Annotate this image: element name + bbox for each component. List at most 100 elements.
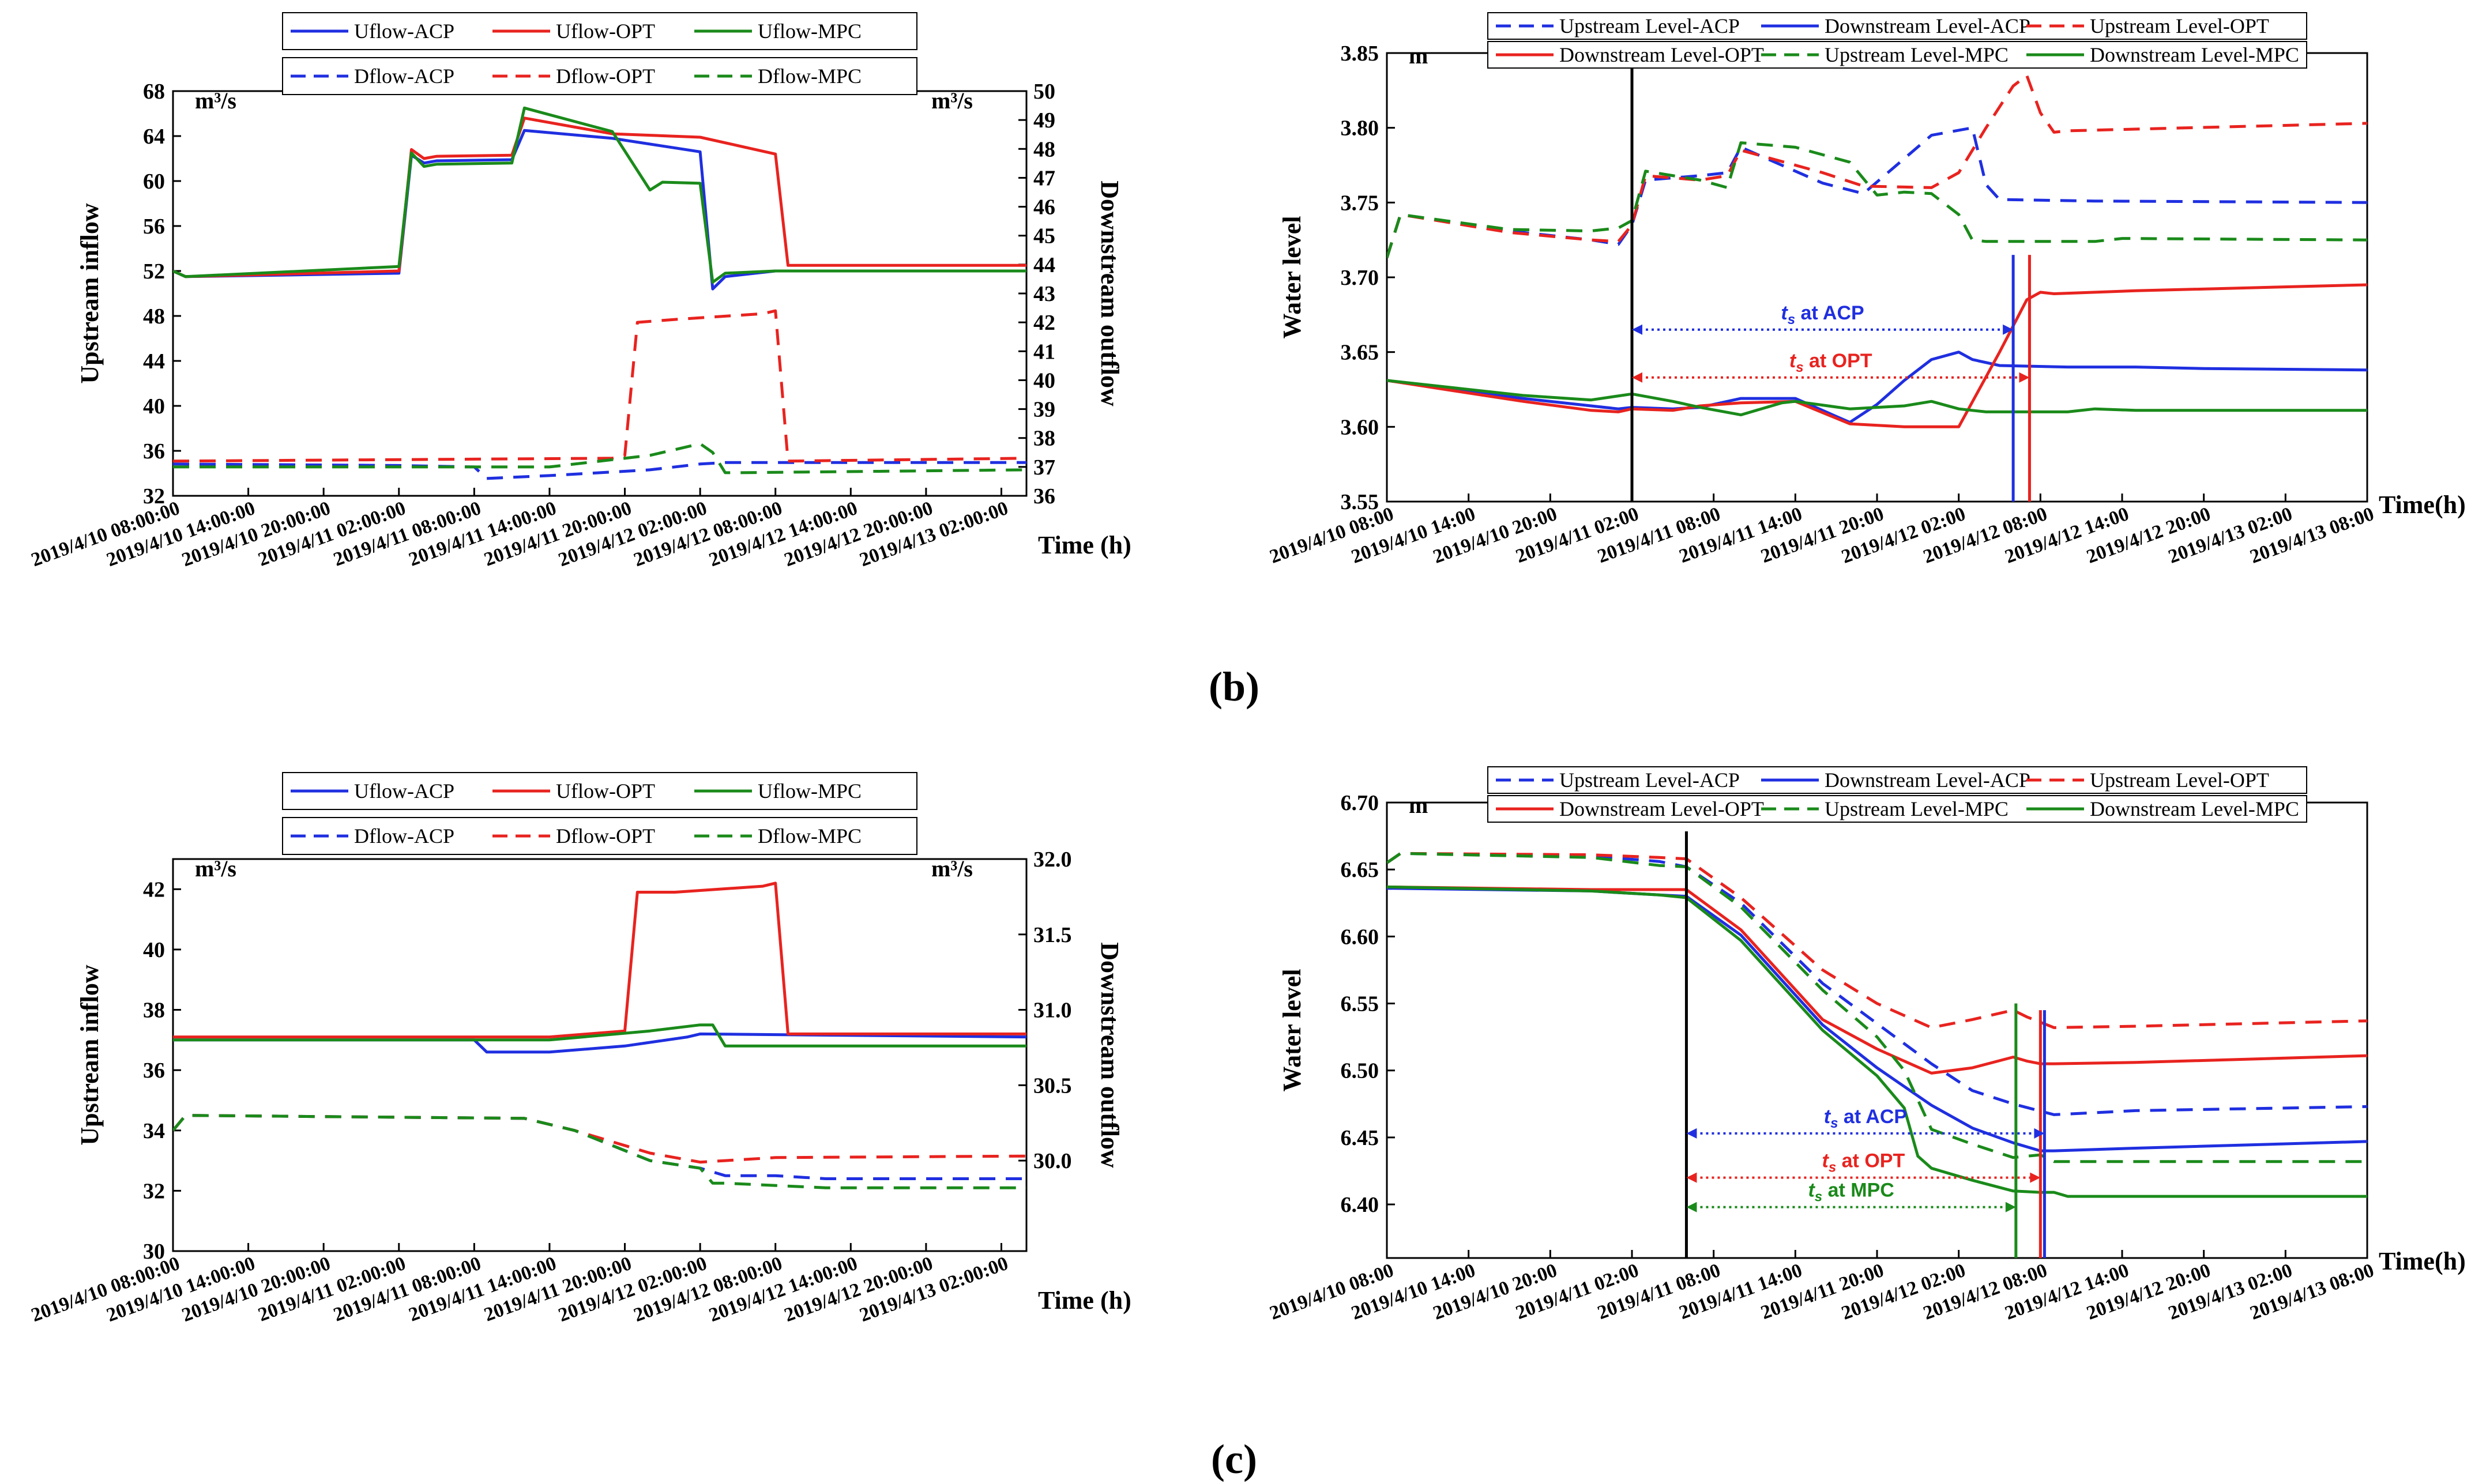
unit-left: m	[1409, 43, 1428, 69]
legend-label-upstream-level-acp: Upstream Level-ACP	[1559, 769, 1740, 792]
arrow-head-left	[1686, 1172, 1697, 1183]
series-line-dflow-acp	[173, 1114, 1026, 1180]
plot-frame	[172, 90, 1028, 497]
series-line-dflow-mpc	[173, 1114, 1026, 1189]
y-right-tick-label: 30.0	[1033, 1149, 1072, 1173]
plot-frame	[172, 858, 1028, 1252]
legend-label-dflow-mpc: Dflow-MPC	[758, 824, 862, 848]
y-tick-label: 6.40	[1341, 1193, 1379, 1217]
legend-label-upstream-level-mpc: Upstream Level-MPC	[1825, 43, 2009, 66]
series-line-upstream-level-opt	[1387, 74, 2367, 259]
y-right-tick-label: 31.0	[1033, 999, 1072, 1023]
y-tick-label: 3.75	[1341, 191, 1379, 215]
y-tick-label: 6.50	[1341, 1059, 1379, 1083]
arrow-head-right	[2034, 1128, 2045, 1139]
y-right-axis-label: Downstream outflow	[1096, 942, 1124, 1168]
series-line-uflow-mpc	[173, 106, 1026, 284]
series-line-dflow-opt	[173, 1114, 1026, 1164]
legend: Uflow-ACP Uflow-OPT Uflow-MPC Dflow-ACP Dflo…	[282, 772, 917, 855]
legend-box	[282, 817, 917, 855]
annotation-label-opt: ts at OPT	[1822, 1150, 1905, 1176]
unit-left: m³/s	[195, 88, 236, 114]
y-right-axis-label: Downstream outflow	[1096, 180, 1124, 406]
arrow-head-right	[2019, 372, 2030, 383]
plot-frame	[1386, 52, 2368, 503]
arrow-head-left	[1632, 372, 1642, 383]
series-line-uflow-opt	[173, 116, 1026, 278]
legend-label-uflow-mpc: Uflow-MPC	[758, 20, 862, 43]
legend-label-dflow-mpc: Dflow-MPC	[758, 65, 862, 88]
chart-b-upstream-downstream-flow: 32 36 40 44 48 52 56 60 64 68 36 37 38 39 40 41 42 43 44 45…	[28, 12, 1131, 571]
y-tick-label: 64	[143, 125, 165, 149]
legend-label-downstream-level-acp: Downstream Level-ACP	[1825, 769, 2030, 792]
y-tick-label: 3.70	[1341, 266, 1379, 290]
y-tick-label: 40	[143, 394, 165, 419]
unit-right: m³/s	[931, 856, 973, 882]
legend-box	[1487, 41, 2307, 69]
series-line-uflow-mpc	[173, 1023, 1026, 1048]
y-right-tick-label: 44	[1033, 253, 1055, 277]
y-tick-label: 44	[143, 349, 165, 374]
y-tick-label: 3.65	[1341, 341, 1379, 365]
y-tick-label: 30	[143, 1240, 165, 1264]
y-right-tick-label: 37	[1033, 455, 1055, 480]
legend-label-dflow-acp: Dflow-ACP	[354, 824, 454, 848]
y-tick-label: 42	[143, 877, 165, 902]
series-line-dflow-acp	[173, 461, 1026, 480]
legend-label-dflow-acp: Dflow-ACP	[354, 65, 454, 88]
x-axis-label: Time(h)	[2379, 1247, 2466, 1275]
series-line-upstream-level-mpc	[1387, 141, 2367, 259]
y-right-tick-label: 36	[1033, 484, 1055, 509]
y-right-tick-label: 45	[1033, 224, 1055, 248]
y-right-tick-label: 46	[1033, 195, 1055, 220]
y-tick-label: 3.55	[1341, 490, 1379, 514]
legend-label-uflow-acp: Uflow-ACP	[354, 779, 454, 803]
annotation-label-opt: ts at OPT	[1789, 350, 1872, 375]
legend-label-downstream-level-acp: Downstream Level-ACP	[1825, 14, 2030, 37]
series-line-downstream-level-mpc	[1387, 885, 2367, 1198]
legend-label-upstream-level-opt: Upstream Level-OPT	[2090, 14, 2269, 37]
panel-label-b: (b)	[1209, 664, 1259, 710]
y-tick-label: 6.45	[1341, 1126, 1379, 1150]
panel-label-c: (c)	[1211, 1436, 1257, 1482]
y-right-tick-label: 32.0	[1033, 848, 1072, 872]
annotation-label-mpc: ts at MPC	[1808, 1180, 1894, 1205]
legend-label-uflow-opt: Uflow-OPT	[556, 779, 655, 803]
y-right-tick-label: 50	[1033, 80, 1055, 104]
y-axis-label: Water level	[1278, 969, 1306, 1092]
y-right-tick-label: 39	[1033, 398, 1055, 422]
y-right-tick-label: 40	[1033, 368, 1055, 393]
x-axis-label: Time (h)	[1038, 531, 1131, 559]
legend-label-downstream-level-opt: Downstream Level-OPT	[1559, 797, 1764, 820]
series-line-upstream-level-acp	[1387, 852, 2367, 1116]
y-axis-label: Upstream inflow	[76, 965, 104, 1146]
y-right-tick-label: 41	[1033, 340, 1055, 364]
legend-label-downstream-level-opt: Downstream Level-OPT	[1559, 43, 1764, 66]
unit-right: m³/s	[931, 88, 973, 114]
legend-box	[282, 772, 917, 810]
legend-label-upstream-level-acp: Upstream Level-ACP	[1559, 14, 1740, 37]
legend-label-downstream-level-mpc: Downstream Level-MPC	[2090, 797, 2299, 820]
y-tick-label: 52	[143, 259, 165, 284]
series-line-dflow-opt	[173, 309, 1026, 463]
y-tick-label: 6.70	[1341, 791, 1379, 815]
y-tick-label: 56	[143, 214, 165, 239]
y-right-tick-label: 30.5	[1033, 1074, 1072, 1098]
y-tick-label: 3.85	[1341, 42, 1379, 66]
y-tick-label: 40	[143, 938, 165, 962]
arrow-head-right	[2030, 1172, 2041, 1183]
y-tick-label: 68	[143, 80, 165, 104]
arrow-head-left	[1686, 1128, 1697, 1139]
y-tick-label: 34	[143, 1119, 165, 1143]
arrow-head-left	[1632, 324, 1642, 335]
unit-left: m³/s	[195, 856, 236, 882]
legend-label-uflow-mpc: Uflow-MPC	[758, 779, 862, 803]
y-right-tick-label: 48	[1033, 137, 1055, 161]
y-tick-label: 48	[143, 304, 165, 329]
legend-box	[1487, 12, 2307, 40]
series-line-upstream-level-mpc	[1387, 852, 2367, 1163]
series-line-downstream-level-opt	[1387, 885, 2367, 1075]
y-axis-label: Water level	[1278, 216, 1306, 339]
